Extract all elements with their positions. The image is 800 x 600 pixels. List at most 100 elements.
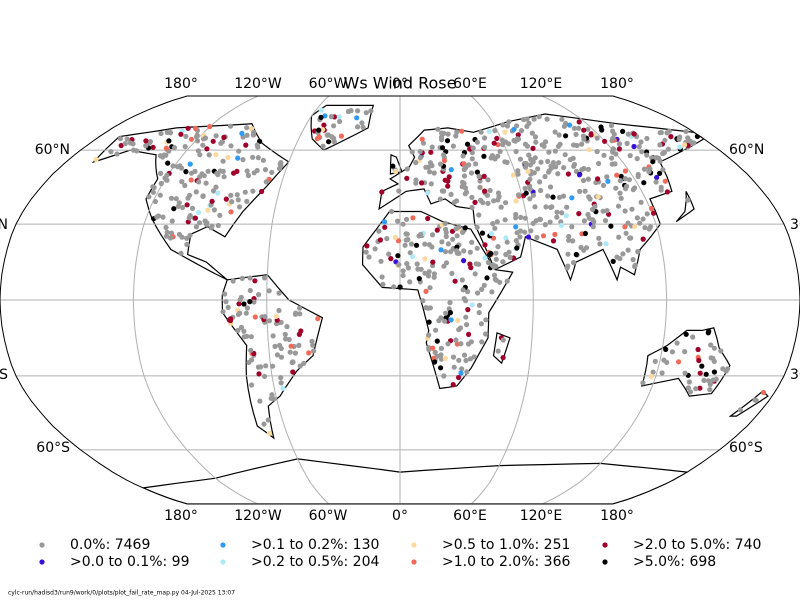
lon-label-bottom: 60°E <box>453 508 487 524</box>
station-dot <box>552 148 559 154</box>
station-dot <box>563 213 569 219</box>
station-dot <box>634 156 640 162</box>
station-dot <box>184 235 190 241</box>
station-dot <box>590 206 596 212</box>
station-dot <box>527 196 533 202</box>
station-dot <box>263 363 269 369</box>
station-dot <box>623 230 629 236</box>
station-dot <box>532 134 539 140</box>
station-dot <box>482 188 488 194</box>
station-dot <box>450 236 456 242</box>
station-dot <box>469 204 475 211</box>
station-dot <box>452 278 458 284</box>
station-dot <box>178 131 184 137</box>
station-dot <box>597 241 603 247</box>
station-dot <box>630 187 636 193</box>
station-dot <box>202 135 208 141</box>
station-dot <box>469 194 475 200</box>
station-dot <box>220 168 226 174</box>
station-dot <box>306 350 312 356</box>
station-dot <box>254 142 260 148</box>
station-dot <box>206 152 212 158</box>
station-dot <box>376 228 382 234</box>
station-dot <box>270 363 276 369</box>
station-dot <box>650 369 656 375</box>
station-dot <box>423 164 429 170</box>
station-dot <box>439 145 446 151</box>
station-dot <box>223 299 229 305</box>
station-dot <box>203 180 209 186</box>
station-dot <box>438 345 444 351</box>
station-dot <box>482 255 488 261</box>
station-dot <box>567 122 573 128</box>
station-dot <box>194 138 201 144</box>
station-dot <box>641 166 648 172</box>
station-dot <box>581 127 587 133</box>
station-dot <box>596 160 602 167</box>
station-dot <box>576 172 583 178</box>
station-dot <box>366 254 372 260</box>
station-dot <box>627 153 633 159</box>
station-dot <box>453 337 459 343</box>
station-dot <box>625 131 631 137</box>
station-dot <box>456 357 462 363</box>
station-dot <box>269 169 275 175</box>
station-dot <box>552 129 558 135</box>
station-dot <box>618 195 624 201</box>
station-dot <box>235 327 241 334</box>
station-dot <box>530 192 537 198</box>
station-dot <box>459 366 465 372</box>
station-dot <box>463 357 469 364</box>
station-dot <box>204 146 210 152</box>
station-dot <box>695 346 701 353</box>
station-dot <box>185 195 191 201</box>
station-dot <box>441 152 447 158</box>
station-dot <box>595 176 601 182</box>
station-dot <box>402 242 408 248</box>
station-dot <box>676 359 682 365</box>
station-dot <box>522 141 529 147</box>
station-dot <box>326 139 332 145</box>
station-dot <box>500 355 506 361</box>
station-dot <box>701 377 707 383</box>
station-dot <box>567 157 574 163</box>
station-dot <box>230 278 236 284</box>
map-outline <box>0 95 800 505</box>
station-dot <box>466 331 472 337</box>
station-dot <box>278 354 285 360</box>
lon-label-top: 60°W <box>309 76 348 92</box>
station-dot <box>143 143 149 149</box>
station-dot <box>622 224 628 230</box>
station-dot <box>472 271 478 277</box>
station-dot <box>536 114 542 120</box>
station-dot <box>596 235 602 241</box>
station-dot <box>531 116 537 122</box>
station-dot <box>432 349 438 355</box>
station-dot <box>602 218 609 224</box>
station-dot <box>548 204 554 210</box>
station-dot <box>251 129 257 136</box>
station-dot <box>492 225 498 231</box>
station-dot <box>417 148 423 155</box>
station-dot <box>636 144 642 150</box>
station-dot <box>504 123 510 129</box>
station-dot <box>660 167 666 173</box>
station-dot <box>573 131 579 137</box>
station-dot <box>513 224 519 230</box>
station-dot <box>687 389 694 395</box>
station-dot <box>461 352 468 358</box>
station-dot <box>278 319 284 325</box>
station-dot <box>228 143 234 149</box>
station-dot <box>355 108 361 114</box>
lat-label-right: 30°N <box>790 217 800 233</box>
station-dot <box>644 152 650 158</box>
station-dot <box>640 380 646 386</box>
station-dot <box>454 129 460 135</box>
station-dot <box>674 340 680 346</box>
station-dot <box>513 148 519 155</box>
station-dot <box>435 126 441 132</box>
station-dot <box>217 212 223 218</box>
station-dot <box>143 138 149 144</box>
station-dot <box>416 276 422 282</box>
station-dot <box>328 114 334 120</box>
